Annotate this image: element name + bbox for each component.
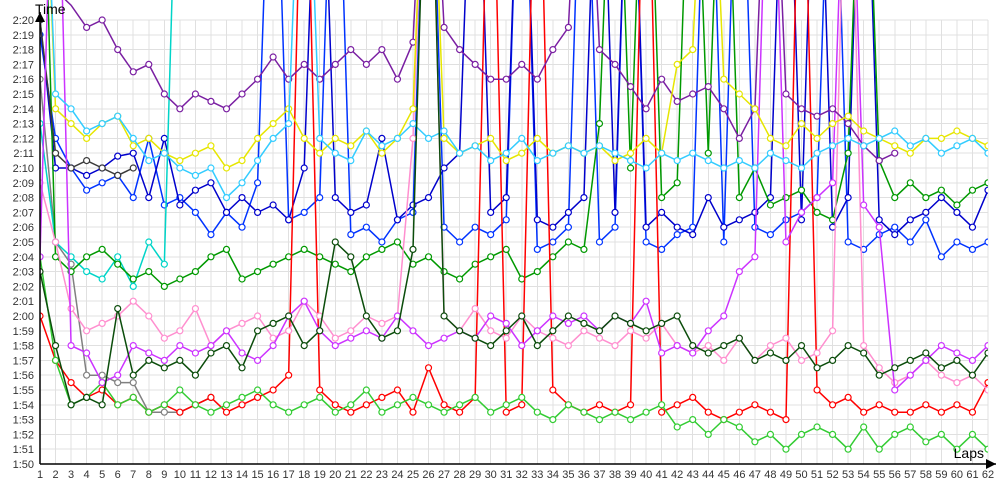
x-tick: 33 [531, 469, 543, 481]
x-tick: 9 [161, 469, 167, 481]
x-tick: 54 [858, 469, 870, 481]
x-tick: 21 [345, 469, 357, 481]
x-tick: 37 [593, 469, 605, 481]
y-tick: 2:11 [13, 148, 34, 160]
y-tick: 1:58 [13, 341, 34, 353]
x-tick: 36 [578, 469, 590, 481]
x-tick: 23 [376, 469, 388, 481]
y-tick: 2:08 [13, 193, 34, 205]
y-tick: 2:10 [13, 163, 34, 175]
x-tick: 45 [718, 469, 730, 481]
y-tick: 2:06 [13, 222, 34, 234]
y-tick: 2:17 [13, 59, 34, 71]
y-tick: 2:04 [13, 252, 34, 264]
x-tick: 29 [469, 469, 481, 481]
x-tick: 20 [329, 469, 341, 481]
y-tick: 2:01 [13, 296, 34, 308]
x-tick: 53 [842, 469, 854, 481]
y-axis-title: Time [35, 1, 66, 17]
x-tick: 2 [52, 469, 58, 481]
x-tick: 60 [951, 469, 963, 481]
y-tick: 2:18 [13, 45, 34, 57]
x-tick: 40 [640, 469, 652, 481]
y-tick: 1:59 [13, 326, 34, 338]
y-tick: 1:51 [13, 444, 34, 456]
y-tick: 1:54 [13, 400, 34, 412]
x-tick: 3 [68, 469, 74, 481]
y-tick: 2:15 [13, 89, 34, 101]
x-tick: 51 [811, 469, 823, 481]
y-tick: 2:20 [13, 15, 34, 27]
x-tick: 28 [453, 469, 465, 481]
x-tick: 61 [966, 469, 978, 481]
x-tick: 10 [174, 469, 186, 481]
y-tick: 1:56 [13, 370, 34, 382]
x-tick: 17 [283, 469, 295, 481]
y-tick: 2:05 [13, 237, 34, 249]
x-tick: 35 [562, 469, 574, 481]
y-tick: 1:50 [13, 459, 34, 471]
x-tick: 42 [671, 469, 683, 481]
x-tick: 59 [935, 469, 947, 481]
x-tick: 6 [115, 469, 121, 481]
x-tick: 52 [826, 469, 838, 481]
y-tick: 1:53 [13, 415, 34, 427]
x-tick: 12 [205, 469, 217, 481]
x-tick: 56 [889, 469, 901, 481]
lap-time-chart: 1:50 1:51 1:52 1:53 1:54 1:55 1:56 1:57 1:58 1:59… [0, 0, 1000, 500]
x-tick: 1 [37, 469, 43, 481]
y-tick: 2:09 [13, 178, 34, 190]
y-tick: 2:12 [13, 133, 34, 145]
x-tick: 58 [920, 469, 932, 481]
x-tick: 62 [982, 469, 994, 481]
x-tick: 7 [130, 469, 136, 481]
x-tick: 55 [873, 469, 885, 481]
x-tick: 48 [764, 469, 776, 481]
x-tick: 47 [749, 469, 761, 481]
x-tick: 46 [733, 469, 745, 481]
y-tick: 2:03 [13, 267, 34, 279]
x-tick: 38 [609, 469, 621, 481]
y-tick: 1:57 [13, 355, 34, 367]
y-tick: 2:19 [13, 30, 34, 42]
x-tick: 16 [267, 469, 279, 481]
x-tick: 43 [687, 469, 699, 481]
y-tick: 1:52 [13, 429, 34, 441]
x-tick: 44 [702, 469, 714, 481]
x-tick: 11 [190, 469, 201, 481]
x-tick: 4 [84, 469, 90, 481]
x-tick: 25 [407, 469, 419, 481]
x-tick: 57 [904, 469, 916, 481]
x-tick: 8 [146, 469, 152, 481]
x-tick: 14 [236, 469, 248, 481]
x-tick: 24 [391, 469, 403, 481]
x-tick: 5 [99, 469, 105, 481]
x-tick: 34 [547, 469, 559, 481]
x-tick: 30 [485, 469, 497, 481]
y-tick: 2:14 [13, 104, 34, 116]
x-tick: 41 [656, 469, 668, 481]
x-tick: 32 [516, 469, 528, 481]
x-tick: 15 [251, 469, 263, 481]
y-tick: 2:02 [13, 281, 34, 293]
y-tick: 2:13 [13, 119, 34, 131]
x-tick: 31 [500, 469, 512, 481]
x-tick: 18 [298, 469, 310, 481]
y-tick: 1:55 [13, 385, 34, 397]
x-tick: 26 [422, 469, 434, 481]
x-tick: 49 [780, 469, 792, 481]
x-tick: 22 [360, 469, 372, 481]
x-tick: 13 [220, 469, 232, 481]
x-axis-title: Laps [954, 445, 984, 461]
y-tick: 2:16 [13, 74, 34, 86]
x-tick: 27 [438, 469, 450, 481]
x-tick: 50 [795, 469, 807, 481]
x-tick: 19 [314, 469, 326, 481]
y-tick: 2:07 [13, 207, 34, 219]
x-tick: 39 [624, 469, 636, 481]
y-tick: 2:00 [13, 311, 34, 323]
